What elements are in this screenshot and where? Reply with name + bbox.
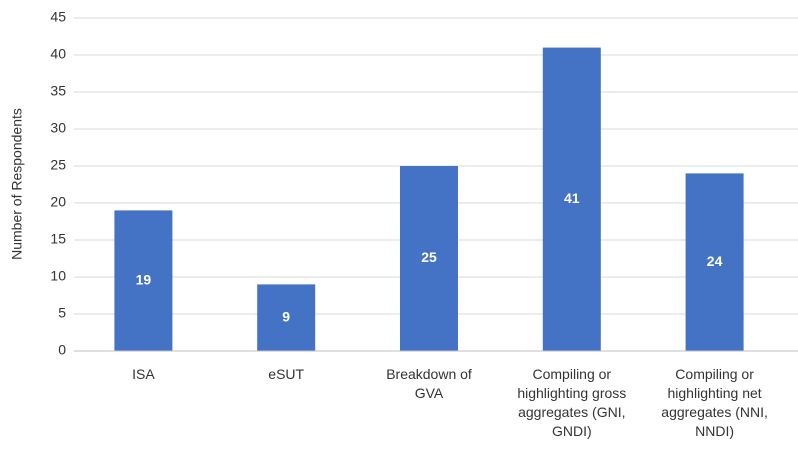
value-label: 19	[136, 271, 152, 287]
bar	[114, 210, 173, 351]
y-tick-label: 15	[50, 231, 66, 247]
value-label: 41	[564, 190, 580, 206]
y-tick-label: 30	[50, 120, 66, 136]
y-tick-label: 20	[50, 194, 66, 210]
bar	[685, 173, 744, 351]
y-tick-label: 40	[50, 46, 66, 62]
x-tick-label: ISA	[132, 366, 155, 382]
bar	[257, 284, 316, 351]
value-label: 25	[421, 249, 437, 265]
value-label: 9	[282, 308, 290, 324]
y-tick-label: 35	[50, 83, 66, 99]
value-label: 24	[707, 253, 723, 269]
x-tick-label: Compiling or highlighting net aggregates (…	[661, 366, 768, 439]
y-tick-label: 5	[58, 305, 66, 321]
y-axis-label: Number of Respondents	[9, 108, 25, 260]
x-tick-label: Breakdown of GVA	[386, 366, 472, 401]
bar	[400, 166, 458, 351]
x-tick-label: Compiling or highlighting gross aggregates…	[517, 366, 626, 439]
x-tick-label: eSUT	[268, 366, 304, 382]
bar	[542, 47, 601, 351]
y-tick-label: 25	[50, 157, 66, 173]
y-tick-label: 10	[50, 268, 66, 284]
y-tick-label: 0	[58, 342, 66, 358]
y-tick-label: 45	[50, 9, 66, 25]
